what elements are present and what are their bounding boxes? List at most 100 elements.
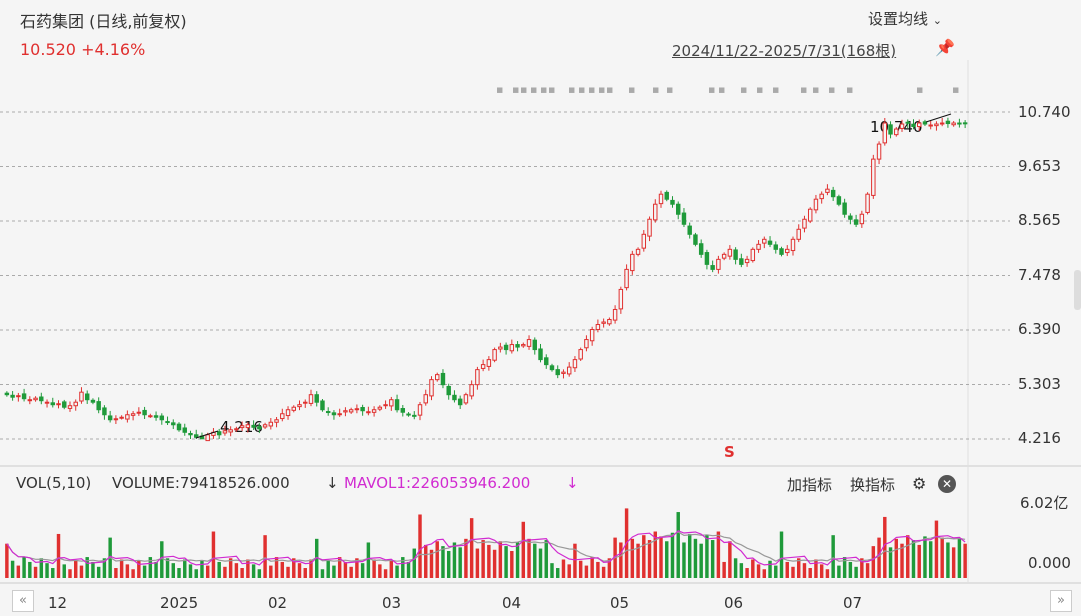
ma-settings-button[interactable]: 设置均线 ⌄: [868, 8, 942, 29]
candle-body: [360, 407, 365, 412]
candle-body: [400, 408, 406, 413]
candle-body: [498, 346, 503, 350]
candle-body: [865, 193, 870, 213]
mavol-label: MAVOL1:226053946.200: [344, 474, 531, 492]
volume-bar: [246, 559, 250, 578]
volume-bar: [274, 557, 279, 578]
min-arrow: [195, 430, 219, 439]
side-scroll-handle[interactable]: [1074, 270, 1081, 310]
volume-bar: [808, 568, 812, 578]
candle-body: [148, 415, 153, 418]
volume-bar: [802, 563, 807, 578]
volume-bar: [223, 566, 227, 578]
volume-bar: [797, 558, 801, 578]
month-label-03: 03: [382, 594, 402, 612]
volume-bar: [309, 559, 313, 578]
candle-body: [624, 268, 629, 289]
candle-body: [584, 339, 589, 349]
candle-body: [549, 365, 555, 371]
volume-bar: [446, 550, 451, 578]
volume-bar: [366, 542, 371, 578]
volume-bar: [383, 569, 388, 578]
volume-bar: [286, 566, 290, 578]
volume-bar: [751, 559, 755, 578]
month-label-05: 05: [610, 594, 630, 612]
candle-body: [911, 123, 916, 128]
volume-bar: [292, 558, 296, 578]
s-marker[interactable]: S: [724, 443, 735, 461]
volume-bar: [240, 568, 244, 578]
volume-bar: [401, 557, 405, 578]
volume-bar: [854, 566, 858, 578]
month-label-06: 06: [724, 594, 744, 612]
volume-bar: [573, 543, 577, 578]
event-marker: ▪: [598, 83, 605, 96]
price-change: 10.520 +4.16%: [20, 40, 146, 59]
scroll-left-button[interactable]: «: [12, 590, 34, 612]
event-marker: ▪: [578, 83, 585, 96]
candle-body: [222, 430, 228, 434]
candle-body: [945, 120, 951, 125]
candle-body: [84, 393, 90, 401]
volume-bar: [343, 561, 348, 578]
candle-body: [509, 344, 515, 352]
volume-bar: [389, 560, 394, 578]
volume-bar: [475, 548, 480, 578]
candle-body: [343, 410, 348, 413]
candle-body: [727, 248, 733, 257]
volume-bar: [693, 538, 698, 578]
volume-label: VOLUME:79418526.000: [112, 474, 290, 492]
event-marker: ▪: [708, 83, 715, 96]
candle-body: [153, 415, 159, 418]
add-indicator-button[interactable]: 加指标: [787, 476, 833, 494]
vol-label[interactable]: VOL(5,10): [16, 474, 92, 492]
candle-body: [10, 394, 15, 398]
candle-body: [939, 122, 945, 125]
candle-body: [641, 233, 647, 249]
volume-bar: [831, 535, 835, 578]
close-circle-icon[interactable]: ✕: [938, 474, 956, 493]
candle-body: [113, 418, 119, 421]
candle-body: [687, 225, 692, 235]
candle-body: [888, 124, 893, 135]
candle-body: [899, 123, 905, 129]
candle-body: [366, 411, 371, 414]
volume-bar: [946, 542, 950, 578]
stock-title: 石药集团 (日线,前复权): [20, 12, 187, 31]
candle-body: [285, 409, 291, 417]
scroll-right-button[interactable]: »: [1050, 590, 1072, 612]
gear-icon[interactable]: ⚙: [912, 474, 927, 493]
candle-body: [767, 240, 773, 245]
volume-bar: [510, 550, 514, 578]
candle-body: [859, 213, 865, 225]
volume-bar: [91, 561, 95, 578]
ma-settings-label: 设置均线: [868, 10, 929, 28]
volume-bar: [556, 568, 560, 578]
volume-bar: [177, 568, 181, 578]
pin-icon[interactable]: 📌: [935, 38, 955, 57]
candle-body: [750, 248, 756, 262]
event-marker: ▪: [540, 83, 547, 96]
volume-bar: [137, 560, 141, 578]
volume-bar: [590, 557, 594, 578]
volume-bar: [814, 559, 818, 578]
candle-body: [756, 243, 761, 250]
volume-bar: [699, 543, 703, 578]
candle-body: [538, 348, 543, 361]
volume-bar: [320, 569, 325, 578]
volume-bar: [418, 514, 422, 578]
volume-bar: [51, 568, 55, 578]
candle-body: [710, 265, 715, 270]
volume-bar: [160, 541, 164, 578]
event-marker: ▪: [548, 83, 555, 96]
switch-indicator-button[interactable]: 换指标: [850, 476, 896, 494]
event-marker: ▪: [772, 83, 779, 96]
candle-body: [681, 212, 687, 225]
price-tick-6: 4.216: [1018, 429, 1061, 447]
candle-body: [107, 415, 113, 421]
candle-body: [698, 243, 704, 255]
date-range-link[interactable]: 2024/11/22-2025/7/31(168根): [672, 42, 897, 60]
volume-bar: [728, 541, 732, 578]
candle-body: [21, 393, 27, 400]
